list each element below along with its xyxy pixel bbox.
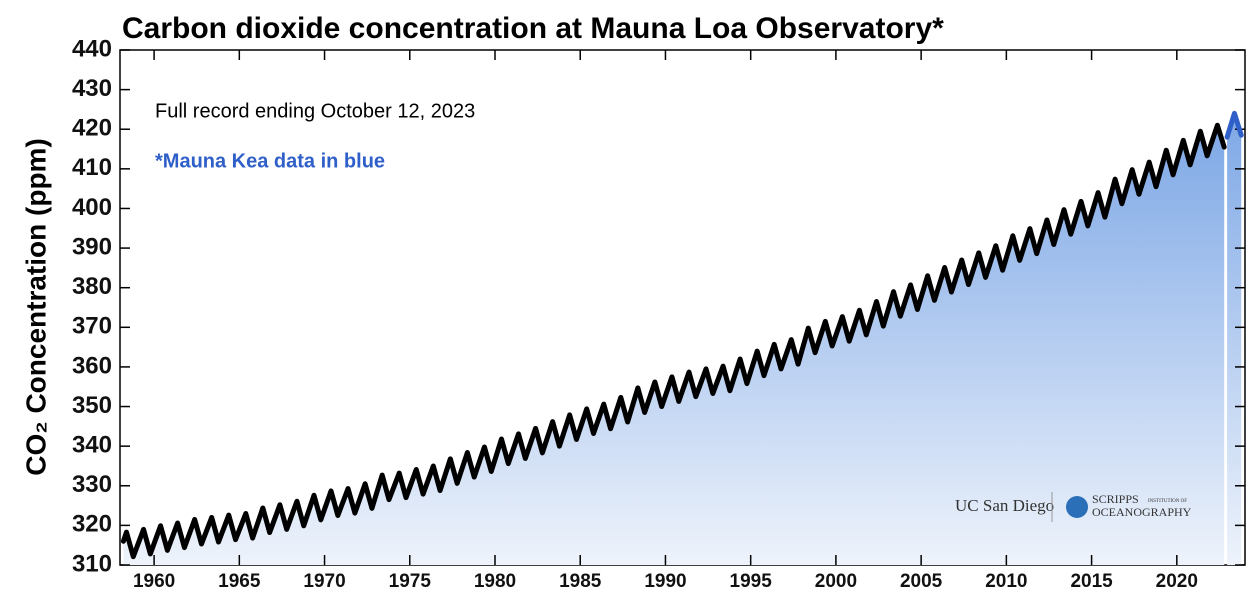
logo-text: OCEANOGRAPHY — [1092, 505, 1192, 519]
logo-text: INSTITUTION OF — [1148, 499, 1187, 504]
y-tick-label: 310 — [72, 550, 112, 577]
y-tick-label: 380 — [72, 273, 112, 300]
x-tick-label: 1990 — [644, 571, 686, 592]
x-tick-label: 2000 — [815, 571, 857, 592]
y-tick-label: 330 — [72, 471, 112, 498]
y-tick-label: 340 — [72, 431, 112, 458]
logo-globe — [1066, 496, 1088, 518]
y-tick-label: 370 — [72, 313, 112, 340]
y-tick-label: 440 — [72, 35, 112, 62]
x-tick-label: 1980 — [474, 571, 516, 592]
x-tick-label: 2015 — [1070, 571, 1113, 592]
y-tick-label: 350 — [72, 392, 112, 419]
logo-text: SCRIPPS — [1092, 492, 1139, 506]
annotation: Full record ending October 12, 2023 — [155, 100, 475, 122]
chart-title: Carbon dioxide concentration at Mauna Lo… — [122, 12, 944, 45]
area — [1227, 113, 1242, 565]
area — [123, 125, 1225, 566]
x-tick-label: 1970 — [303, 571, 345, 592]
x-tick-label: 1960 — [133, 571, 175, 592]
series-line — [120, 122, 1227, 560]
y-tick-label: 360 — [72, 352, 112, 379]
y-axis-label: CO₂ Concentration (ppm) — [20, 138, 51, 476]
y-tick-label: 320 — [72, 511, 112, 538]
y-tick-label: 420 — [72, 115, 112, 142]
y-tick-label: 430 — [72, 75, 112, 102]
x-tick-label: 1995 — [730, 571, 773, 592]
logo-text: UC San Diego — [955, 496, 1054, 515]
annotation: *Mauna Kea data in blue — [155, 150, 385, 172]
series-line — [1224, 110, 1244, 140]
x-tick-label: 2010 — [985, 571, 1027, 592]
x-tick-label: 1975 — [389, 571, 432, 592]
x-tick-label: 2005 — [900, 571, 943, 592]
y-tick-label: 400 — [72, 194, 112, 221]
x-tick-label: 2020 — [1156, 571, 1198, 592]
x-tick-label: 1965 — [218, 571, 261, 592]
logos: UC San Diego SCRIPPS INSTITUTION OF OCEA… — [955, 492, 1192, 522]
y-tick-label: 390 — [72, 233, 112, 260]
y-tick-label: 410 — [72, 154, 112, 181]
x-tick-label: 1985 — [559, 571, 602, 592]
